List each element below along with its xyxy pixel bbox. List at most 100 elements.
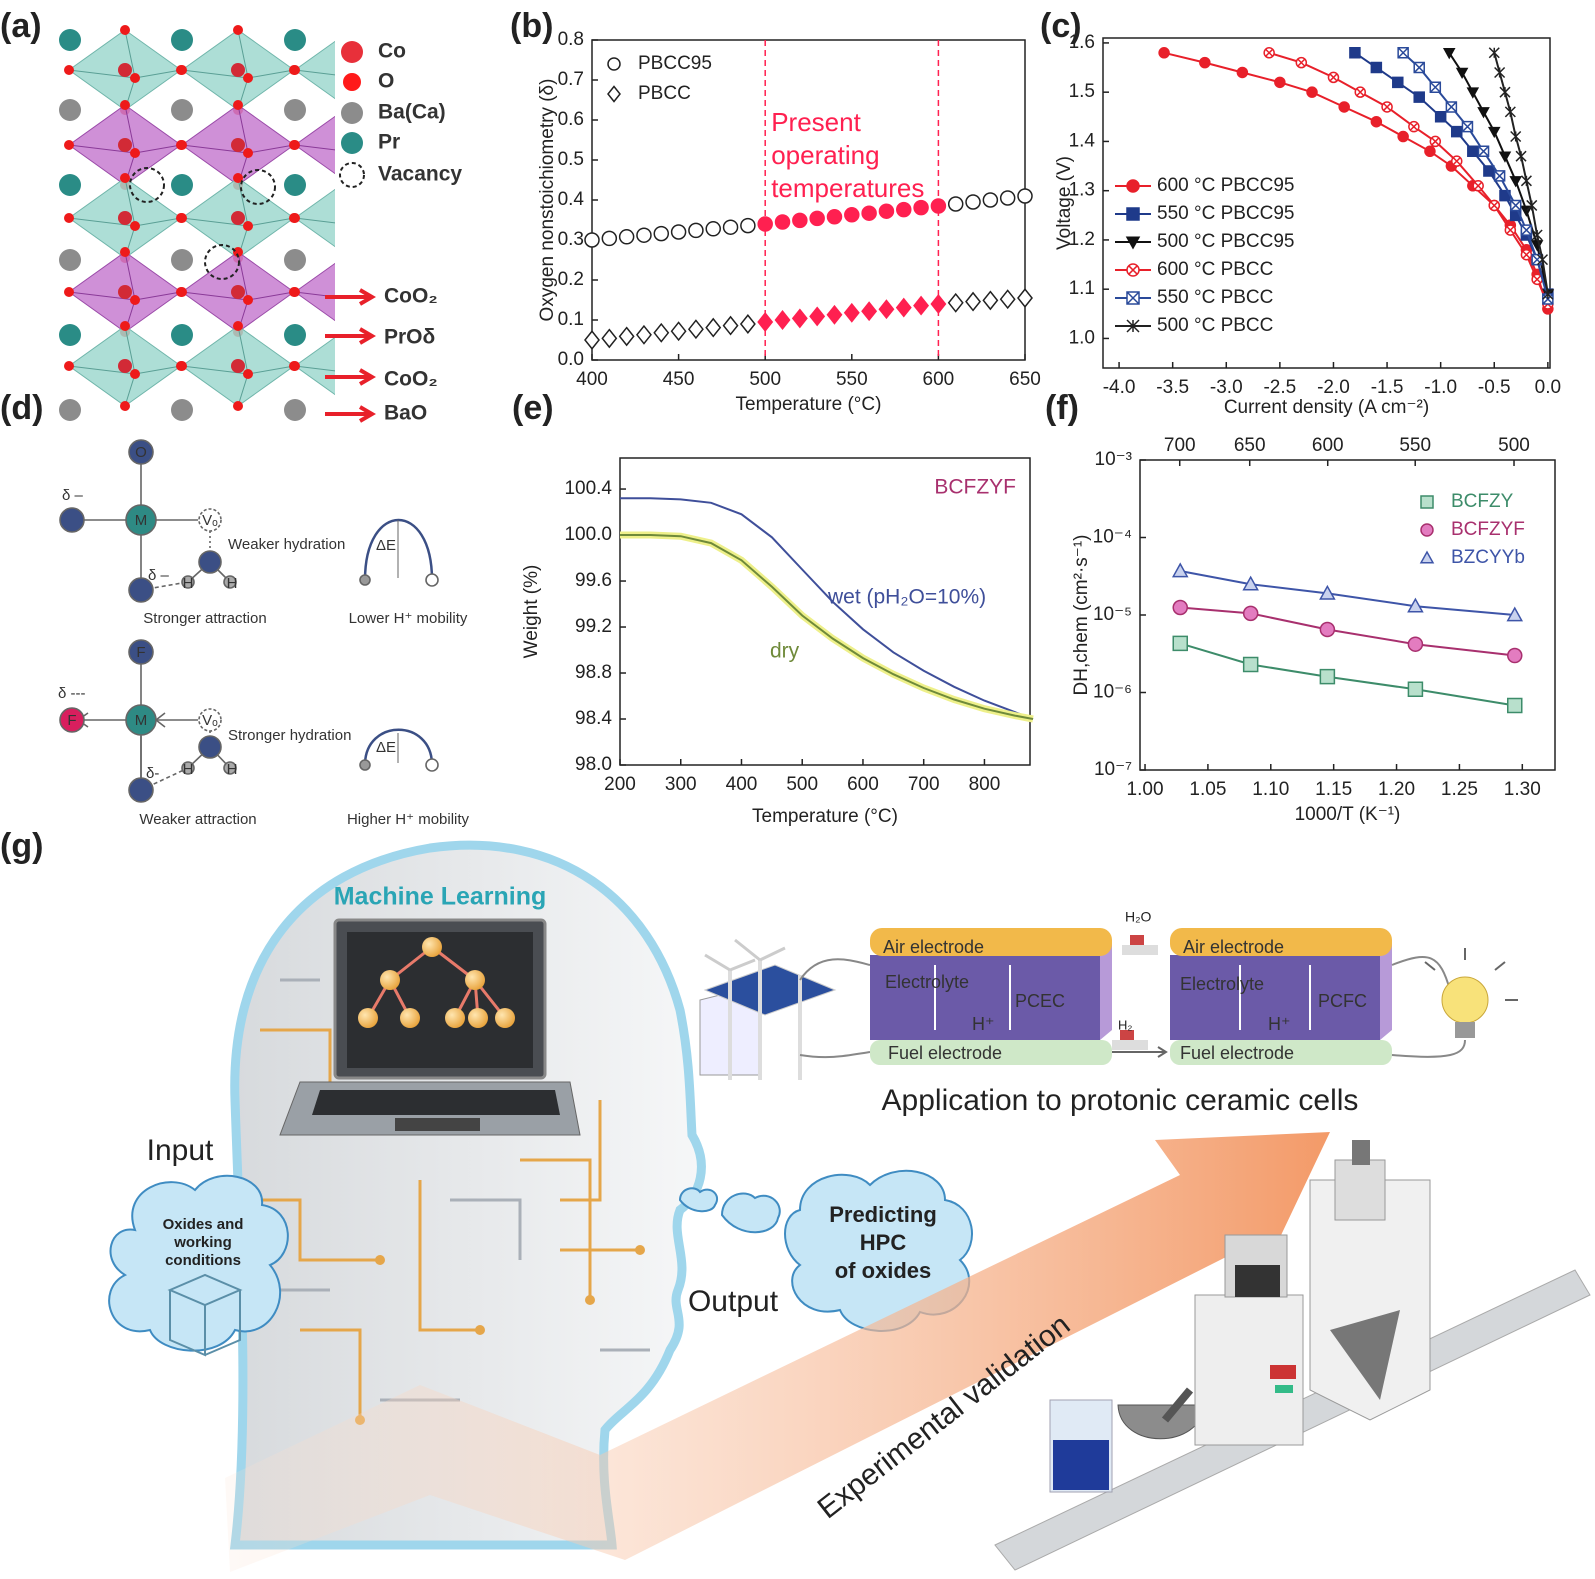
octahedron-edge [294, 291, 335, 298]
panel-label: (e) [512, 389, 554, 427]
x-tick-label: 550 [836, 369, 868, 390]
hydration-diagram-part [363, 728, 434, 766]
oxygen-atom [130, 295, 140, 305]
marker [740, 217, 756, 234]
y-tick-label: 0.4 [558, 189, 585, 210]
marker [1510, 130, 1522, 143]
cloud-part [108, 1174, 289, 1352]
marker [670, 321, 687, 342]
pr-atom [171, 29, 193, 51]
x-axis-label: Current density (A cm⁻²) [1224, 397, 1429, 418]
marker [687, 319, 704, 340]
lab-illustration-part [1053, 1440, 1109, 1490]
layer-label: CoO₂ [384, 285, 438, 308]
marker [1531, 229, 1543, 241]
oxygen-atom [290, 213, 300, 223]
cobalt-atom [118, 138, 132, 152]
x-tick-label: -3.5 [1156, 377, 1189, 398]
cells-illustration-part [799, 958, 871, 1059]
cell-text: Electrolyte [885, 972, 969, 992]
cells-illustration-part [870, 928, 1112, 956]
marker [1408, 120, 1420, 133]
ba-atom [59, 249, 81, 271]
y-tick-label: 0.3 [558, 229, 584, 250]
marker [947, 292, 964, 313]
lab-illustration-part [1235, 1265, 1280, 1297]
layer-label: BaO [384, 402, 427, 425]
oxygen-atom [243, 295, 253, 305]
oxygen-atom [233, 100, 243, 110]
ba-atom [171, 249, 193, 271]
head-illustration-part [380, 970, 400, 990]
y-tick-label: 10⁻⁶ [1093, 682, 1132, 703]
hydration-diagram-part [223, 761, 237, 775]
marker [1536, 254, 1549, 266]
oxygen-atom [177, 140, 187, 150]
marker [792, 212, 808, 229]
marker [1413, 61, 1425, 74]
marker [1407, 636, 1424, 652]
marker [1407, 597, 1424, 613]
x2-tick-label: 650 [1234, 435, 1266, 456]
legend-marker [1126, 207, 1140, 221]
cobalt-atom [231, 138, 245, 152]
head-illustration-part [468, 1008, 488, 1028]
marker [1424, 145, 1436, 158]
hydration-diagram-part [125, 504, 157, 536]
octahedron [294, 115, 335, 175]
marker [1488, 47, 1500, 59]
marker [1370, 115, 1383, 128]
hydration-diagram-part [425, 573, 439, 587]
marker [965, 291, 982, 312]
x-tick-label: 400 [726, 774, 758, 795]
oxygen-atom [233, 321, 243, 331]
marker [930, 198, 947, 214]
series-line [1179, 642, 1515, 707]
head-illustration-part [495, 1008, 515, 1028]
ba-atom [284, 99, 306, 121]
cobalt-atom [344, 211, 358, 225]
y-tick-label: 100.4 [564, 478, 612, 499]
cells-illustration-part [1112, 1046, 1168, 1058]
panel-label: (c) [1040, 7, 1082, 45]
oxygen-atom [243, 369, 253, 379]
lab-illustration-part [1309, 1179, 1431, 1421]
vacancy [129, 167, 165, 203]
marker [1274, 76, 1286, 89]
y-tick-label: 1.5 [1069, 81, 1095, 102]
cell-text: PCEC [1015, 991, 1065, 1011]
y-tick-label: 10⁻⁵ [1093, 604, 1132, 625]
marker [1319, 621, 1336, 638]
hydration-diagram-part [128, 439, 154, 465]
y-tick-label: 0.1 [558, 309, 584, 330]
marker [653, 225, 670, 242]
marker [1338, 101, 1350, 113]
marker [1483, 165, 1495, 177]
marker [1442, 48, 1456, 60]
x-tick-label: -1.5 [1371, 377, 1404, 398]
x-axis-label: 1000/T (K⁻¹) [1295, 804, 1401, 825]
marker [1455, 67, 1469, 80]
x-tick-label: 1.30 [1504, 779, 1541, 800]
cells-illustration [699, 928, 1518, 1080]
marker [999, 190, 1016, 206]
marker [1306, 86, 1318, 98]
x-tick-label: -4.0 [1103, 377, 1136, 398]
marker [895, 297, 912, 318]
marker [618, 326, 635, 347]
oxygen-atom [290, 65, 300, 75]
plot-frame [1102, 37, 1551, 369]
chart-annotation: BCFZYF [934, 476, 1016, 499]
marker [1319, 584, 1336, 600]
cells-illustration-part [1170, 1040, 1392, 1065]
x2-tick-label: 600 [1312, 435, 1344, 456]
marker [844, 207, 860, 223]
lab-illustration [994, 1140, 1591, 1571]
x2-tick-label: 700 [1164, 435, 1196, 456]
cloud-text: Predicting [829, 1202, 937, 1227]
mobility-label: Lower H⁺ mobility [349, 610, 468, 627]
atom-label: Vₒ [202, 512, 218, 529]
marker [1172, 599, 1188, 616]
x-tick-label: 600 [923, 369, 955, 390]
hydration-diagram-part [359, 759, 371, 771]
